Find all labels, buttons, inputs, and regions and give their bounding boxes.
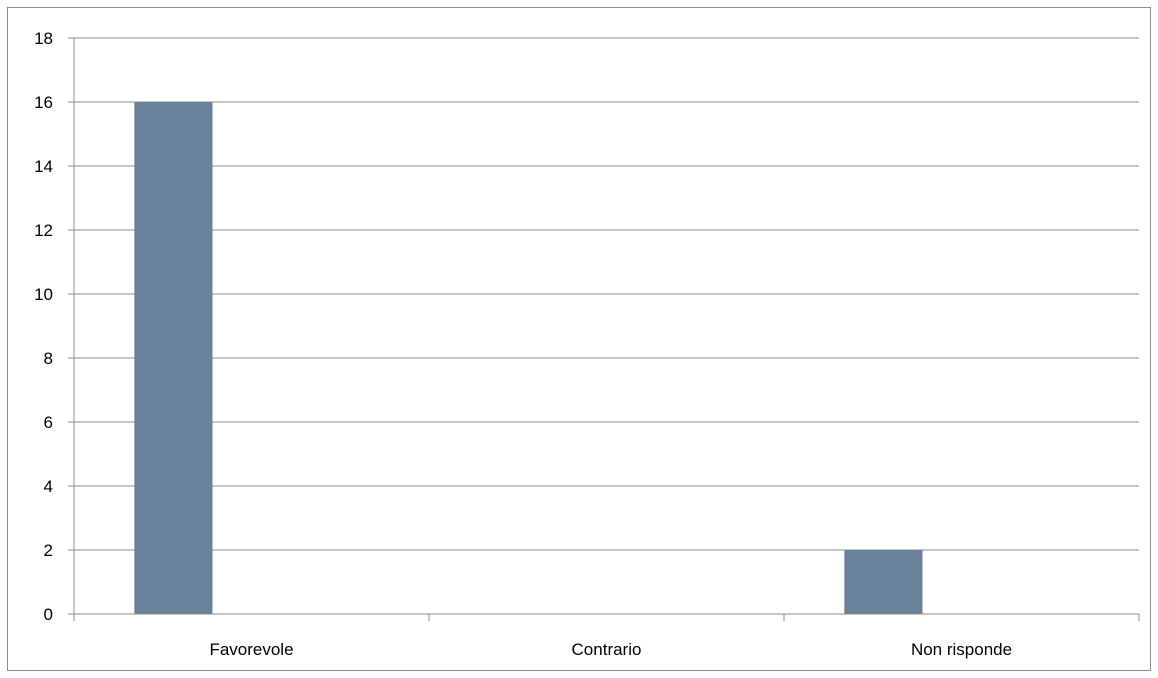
bar-non-risponde [844, 550, 923, 614]
y-tick-labels: 0 2 4 6 8 10 12 14 16 18 [34, 29, 53, 624]
y-tick-label-2: 2 [44, 541, 53, 560]
y-tick-label-12: 12 [34, 221, 53, 240]
bars [134, 102, 923, 614]
x-tick-labels: Favorevole Contrario Non risponde [209, 640, 1012, 659]
x-tick-label-contrario: Contrario [572, 640, 642, 659]
y-tick-label-6: 6 [44, 413, 53, 432]
y-tick-label-16: 16 [34, 93, 53, 112]
gridlines [74, 37, 1139, 551]
axes [68, 37, 1140, 621]
y-tick-label-8: 8 [44, 349, 53, 368]
y-tick-label-0: 0 [44, 605, 53, 624]
bar-favorevole [134, 102, 213, 614]
y-tick-label-18: 18 [34, 29, 53, 48]
y-tick-label-10: 10 [34, 285, 53, 304]
y-tick-label-4: 4 [44, 477, 53, 496]
x-tick-label-favorevole: Favorevole [209, 640, 293, 659]
y-tick-label-14: 14 [34, 157, 53, 176]
x-tick-label-non-risponde: Non risponde [911, 640, 1012, 659]
